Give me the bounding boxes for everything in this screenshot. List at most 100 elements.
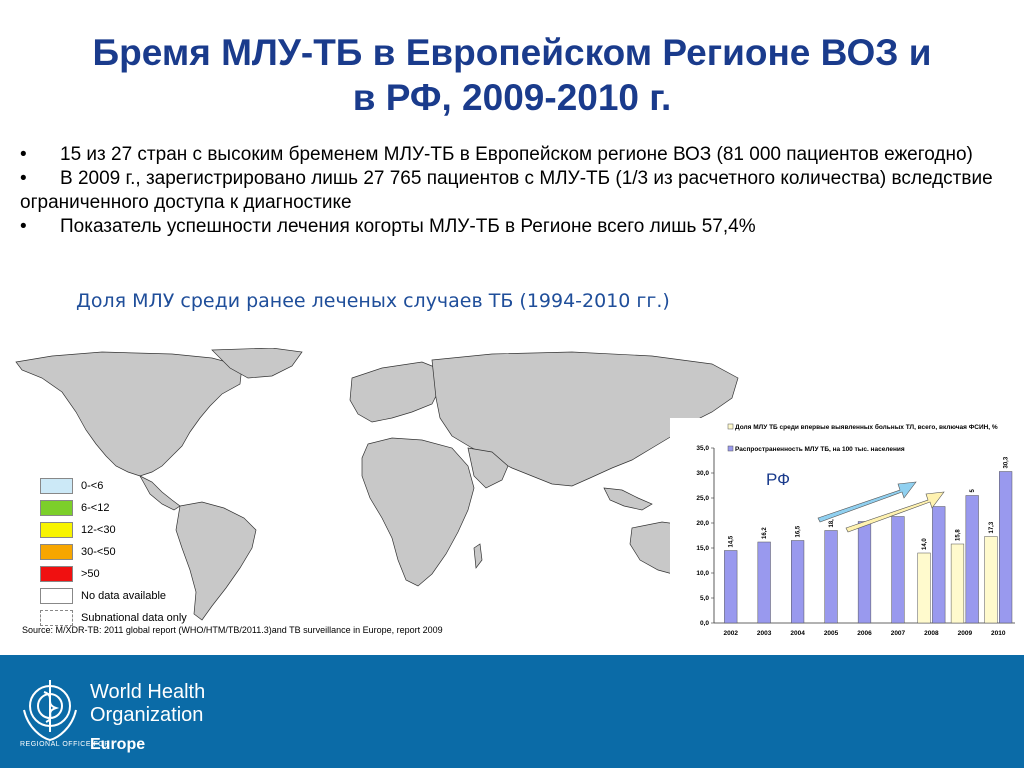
bar-series-1 xyxy=(724,550,738,624)
legend-swatch xyxy=(40,478,73,494)
x-tick-label: 2002 xyxy=(723,630,738,637)
x-tick-label: 2005 xyxy=(824,630,839,637)
x-tick-label: 2009 xyxy=(958,630,973,637)
bar-series-1 xyxy=(932,506,946,624)
bar-value-label: 5 xyxy=(970,489,976,493)
rf-mdr-chart: Доля МЛУ ТБ среди впервые выявленных бол… xyxy=(670,418,1020,643)
legend-item: 30-<50 xyxy=(40,541,187,563)
bullet-text: 15 из 27 стран с высоким бременем МЛУ-ТБ… xyxy=(60,144,973,165)
legend-item: Subnational data only xyxy=(40,607,187,629)
y-tick-label: 25,0 xyxy=(696,495,709,502)
legend-swatch xyxy=(40,544,73,560)
y-tick-label: 30,0 xyxy=(696,470,709,477)
title-line-2: в РФ, 2009-2010 г. xyxy=(352,77,672,118)
bar-series-1 xyxy=(791,540,805,624)
x-tick-label: 2007 xyxy=(891,630,906,637)
asia-landmass xyxy=(431,351,739,487)
y-tick-label: 10,0 xyxy=(696,570,709,577)
legend-swatch-b1 xyxy=(727,445,734,452)
legend-item: 0-<6 xyxy=(40,475,187,497)
region-label: REGIONAL OFFICE FOR xyxy=(20,741,110,748)
bar-value-label: 14,0 xyxy=(922,538,928,550)
greenland-landmass xyxy=(211,348,303,379)
chart-annotation-rf: РФ xyxy=(766,470,791,489)
arabia-landmass xyxy=(467,447,509,489)
legend-label: >50 xyxy=(81,568,100,580)
legend-label: 12-<30 xyxy=(81,524,116,536)
who-emblem-icon xyxy=(23,680,77,742)
arrow-blue xyxy=(817,481,917,523)
bar-series-1 xyxy=(757,541,771,624)
legend-item: >50 xyxy=(40,563,187,585)
legend-label: No data available xyxy=(81,590,167,602)
bar-series-1 xyxy=(965,495,979,624)
legend-swatch xyxy=(40,522,73,538)
bullet-item: • 15 из 27 стран с высоким бременем МЛУ-Т… xyxy=(20,143,1010,167)
footer-bar xyxy=(0,655,1024,768)
bar-value-label: 17,3 xyxy=(989,521,995,533)
europe-landmass xyxy=(349,361,443,423)
bullet-mark: • xyxy=(20,216,27,237)
bar-series-1 xyxy=(999,471,1013,624)
chart-bars: 14,5 16,2 16,5 18, 14,0 15,8 5 17,3 30,3 xyxy=(724,456,1013,624)
bar-series-1 xyxy=(824,530,838,624)
y-tick-label: 35,0 xyxy=(696,445,709,452)
x-tick-label: 2004 xyxy=(790,630,805,637)
legend-swatch xyxy=(40,566,73,582)
slide-title: Бремя МЛУ-ТБ в Европейском Регионе ВОЗ и… xyxy=(0,30,1024,120)
south-america-landmass xyxy=(175,501,257,621)
bullet-text: В 2009 г., зарегистрировано лишь 27 765 … xyxy=(20,168,993,213)
title-line-1: Бремя МЛУ-ТБ в Европейском Регионе ВОЗ и xyxy=(92,32,932,73)
legend-swatch xyxy=(40,588,73,604)
y-tick-label: 20,0 xyxy=(696,520,709,527)
bar-series-1 xyxy=(857,521,872,624)
trend-arrows xyxy=(817,481,945,533)
bar-value-label: 16,2 xyxy=(762,527,768,539)
y-tick-label: 0,0 xyxy=(700,620,709,627)
bar-series-0 xyxy=(917,552,931,624)
bullet-item: • В 2009 г., зарегистрировано лишь 27 765… xyxy=(20,167,1010,215)
legend-label-b1: Распространенность МЛУ ТБ, на 100 тыс. н… xyxy=(735,446,905,453)
legend-label: 30-<50 xyxy=(81,546,116,558)
y-tick-label: 5,0 xyxy=(700,595,709,602)
org-name-line-1: World Health xyxy=(90,681,206,703)
org-name: World Health Organization xyxy=(90,681,205,727)
bar-value-label: 18, xyxy=(829,519,835,528)
chart-axes: 0,0 5,0 10,0 15,0 20,0 25,0 30,0 35,0 2002 2003 20… xyxy=(696,445,1015,637)
x-tick-label: 2003 xyxy=(757,630,772,637)
x-tick-label: 2006 xyxy=(857,630,872,637)
southeast-asia-landmass xyxy=(603,487,653,511)
bar-value-label: 30,3 xyxy=(1004,456,1010,468)
map-subtitle: Доля МЛУ среди ранее леченых случаев ТБ … xyxy=(76,290,670,312)
bar-value-label: 16,5 xyxy=(796,525,802,537)
source-note: Source: M/XDR-TB: 2011 global report (WH… xyxy=(22,625,443,635)
bar-series-0 xyxy=(950,543,965,624)
legend-label: 0-<6 xyxy=(81,480,104,492)
madagascar-landmass xyxy=(473,543,483,569)
bullet-mark: • xyxy=(20,144,27,165)
map-legend: 0-<6 6-<12 12-<30 30-<50 >50 No data ava… xyxy=(40,475,187,629)
legend-swatch xyxy=(40,610,73,626)
bar-series-1 xyxy=(891,516,905,624)
legend-item: No data available xyxy=(40,585,187,607)
legend-label: 6-<12 xyxy=(81,502,110,514)
org-name-line-2: Organization xyxy=(90,704,204,726)
legend-label: Subnational data only xyxy=(81,612,187,624)
x-tick-label: 2010 xyxy=(991,630,1006,637)
legend-item: 6-<12 xyxy=(40,497,187,519)
region-name: Europe xyxy=(90,736,146,753)
bullet-mark: • xyxy=(20,168,27,189)
y-tick-label: 15,0 xyxy=(696,545,709,552)
legend-swatch xyxy=(40,500,73,516)
bullet-list: • 15 из 27 стран с высоким бременем МЛУ-Т… xyxy=(20,143,1010,239)
bullet-text: Показатель успешности лечения когорты МЛ… xyxy=(60,216,756,237)
arrow-yellow xyxy=(845,491,945,533)
north-america-landmass xyxy=(15,351,243,477)
legend-label-b0: Доля МЛУ ТБ среди впервые выявленных бол… xyxy=(735,423,998,431)
bar-value-label: 15,8 xyxy=(955,529,961,541)
bar-value-label: 14,5 xyxy=(729,535,735,547)
legend-item: 12-<30 xyxy=(40,519,187,541)
africa-landmass xyxy=(361,437,475,587)
chart-legend: Доля МЛУ ТБ среди впервые выявленных бол… xyxy=(727,423,998,453)
x-tick-label: 2008 xyxy=(924,630,939,637)
